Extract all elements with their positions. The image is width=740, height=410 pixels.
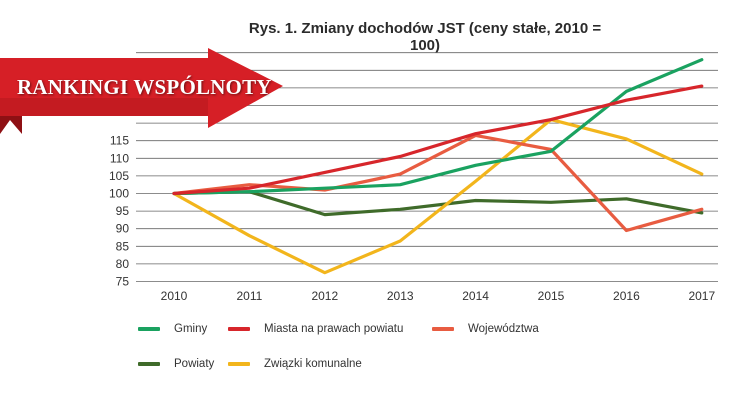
x-tick-label: 2016 [613,289,640,303]
legend-label-wojewodztwa: Województwa [468,323,539,335]
chart-title: Rys. 1. Zmiany dochodów JST (ceny stałe,… [248,20,602,54]
y-tick-label: 90 [116,222,130,236]
legend-swatch-gminy [138,326,160,331]
y-tick-label: 95 [116,204,130,218]
legend-swatch-zwiazki [228,361,250,366]
series-line-powiaty [172,190,704,217]
legend-swatch-powiaty [138,361,160,366]
legend-item-powiaty: Powiaty [138,356,214,372]
x-tick-label: 2010 [161,289,188,303]
ranking-banner [0,48,283,134]
series-lines [172,58,704,275]
legend-label-powiaty: Powiaty [174,358,215,370]
legend-swatch-wojewodztwa [432,326,454,331]
y-tick-label: 110 [110,151,129,165]
series-line-zwiazki-komunalne [172,117,704,275]
y-tick-label: 100 [109,187,129,201]
legend-item-gminy: Gminy [138,321,207,337]
x-tick-label: 2013 [387,289,414,303]
legend-item-zwiazki: Związki komunalne [228,356,362,372]
legend-item-miasta: Miasta na prawach powiatu [228,321,403,337]
y-tick-label: 85 [116,239,130,253]
legend-swatch-miasta [228,326,250,331]
series-line-miasta-na-prawach-powiatu [172,84,704,196]
y-axis-ticks: 75 80 85 90 95 100 105 110 115 [109,134,129,289]
x-tick-label: 2011 [236,289,262,303]
x-axis-ticks: 2010 2011 2012 2013 2014 2015 2016 2017 [161,289,716,303]
series-line-gminy [172,58,704,196]
legend-label-gminy: Gminy [174,323,208,335]
banner-arrow-shade [0,98,208,116]
series-line-wojewodztwa [172,133,704,233]
x-tick-label: 2012 [311,289,338,303]
x-tick-label: 2015 [538,289,565,303]
y-tick-label: 115 [110,134,129,148]
y-tick-label: 105 [109,169,129,183]
y-tick-label: 75 [116,275,130,289]
legend-label-zwiazki: Związki komunalne [264,358,362,370]
banner-text: RANKINGI WSPÓLNOTY [17,75,272,99]
x-tick-label: 2017 [688,289,715,303]
x-tick-label: 2014 [462,289,489,303]
legend-item-wojewodztwa: Województwa [432,321,539,337]
y-tick-label: 80 [116,257,130,271]
legend-label-miasta: Miasta na prawach powiatu [264,323,404,335]
